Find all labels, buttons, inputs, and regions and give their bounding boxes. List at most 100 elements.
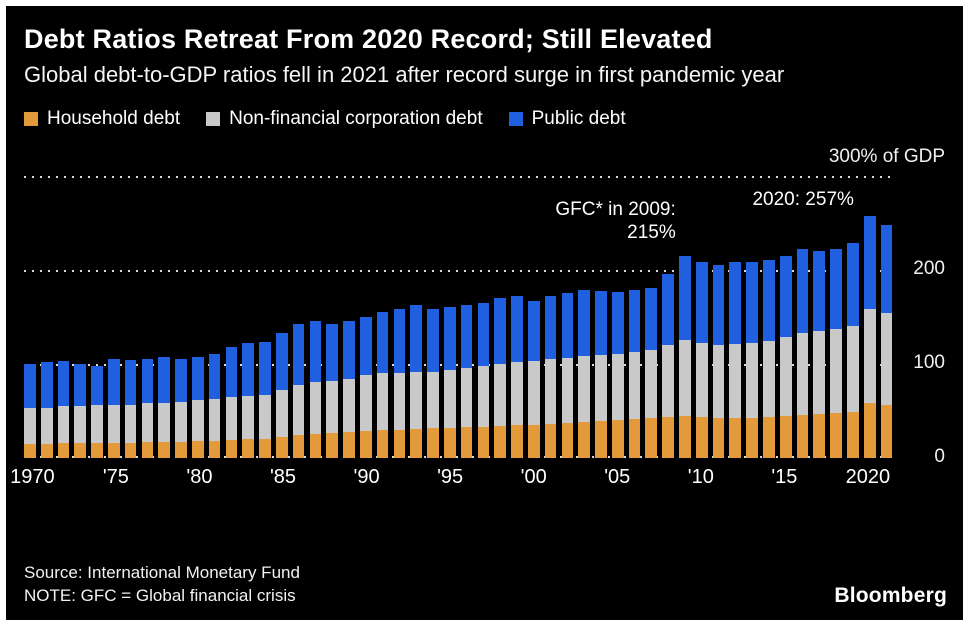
legend: Household debt Non-financial corporation… bbox=[24, 108, 947, 130]
segment-household-1988 bbox=[326, 433, 339, 458]
segment-nfc-2018 bbox=[830, 328, 842, 414]
segment-household-1998 bbox=[494, 425, 507, 458]
segment-public-2009 bbox=[679, 255, 691, 341]
segment-nfc-2005 bbox=[611, 354, 624, 420]
segment-household-1981 bbox=[208, 440, 221, 458]
legend-label-nfc: Non-financial corporation debt bbox=[229, 107, 483, 129]
segment-nfc-1976 bbox=[124, 404, 137, 443]
segment-nfc-1985 bbox=[275, 389, 288, 437]
segment-public-2005 bbox=[611, 292, 624, 355]
segment-nfc-2008 bbox=[662, 344, 674, 418]
segment-household-2004 bbox=[595, 420, 607, 458]
segment-household-2015 bbox=[779, 416, 792, 458]
segment-nfc-1994 bbox=[427, 372, 439, 429]
y-axis-top-label: 300% of GDP bbox=[828, 145, 945, 167]
segment-household-1985 bbox=[275, 436, 288, 458]
segment-public-1978 bbox=[158, 357, 171, 404]
segment-household-1973 bbox=[74, 442, 87, 458]
segment-household-2006 bbox=[628, 419, 641, 458]
legend-item-household: Household debt bbox=[24, 108, 180, 130]
segment-public-2012 bbox=[729, 262, 742, 344]
gridline-0 bbox=[24, 455, 893, 458]
segment-public-2010 bbox=[695, 262, 708, 343]
bars bbox=[24, 176, 893, 458]
segment-household-1979 bbox=[175, 441, 187, 458]
segment-public-1979 bbox=[175, 358, 187, 403]
bar-2002 bbox=[561, 176, 574, 458]
segment-household-2013 bbox=[746, 418, 758, 458]
segment-nfc-2009 bbox=[679, 340, 691, 417]
gfc-note: NOTE: GFC = Global financial crisis bbox=[24, 586, 296, 606]
segment-nfc-1997 bbox=[477, 366, 490, 427]
segment-household-1982 bbox=[225, 439, 238, 458]
segment-nfc-1970 bbox=[24, 407, 36, 444]
segment-public-2008 bbox=[662, 274, 674, 345]
plot-area: GFC* in 2009: 215% 2020: 257% bbox=[24, 175, 893, 458]
segment-household-1984 bbox=[259, 438, 271, 458]
bloomberg-logo: Bloomberg bbox=[834, 584, 947, 607]
legend-label-public: Public debt bbox=[531, 107, 626, 129]
segment-public-1988 bbox=[326, 324, 339, 381]
gfc-annotation-line1: GFC* in 2009: bbox=[555, 198, 676, 220]
segment-household-1990 bbox=[359, 431, 372, 458]
segment-nfc-1995 bbox=[443, 370, 456, 428]
segment-nfc-2013 bbox=[746, 342, 758, 419]
segment-household-2005 bbox=[611, 420, 624, 458]
bar-1980 bbox=[191, 176, 204, 458]
segment-household-2008 bbox=[662, 417, 674, 458]
segment-public-1990 bbox=[359, 316, 372, 375]
record-annotation: 2020: 257% bbox=[752, 188, 854, 210]
segment-household-2020 bbox=[863, 403, 876, 458]
segment-public-1982 bbox=[225, 346, 238, 398]
bar-2006 bbox=[628, 176, 641, 458]
segment-public-1983 bbox=[242, 342, 255, 396]
bar-1979 bbox=[175, 176, 187, 458]
segment-public-1984 bbox=[259, 342, 271, 395]
segment-nfc-1973 bbox=[74, 405, 87, 443]
segment-public-1973 bbox=[74, 363, 87, 406]
legend-item-public: Public debt bbox=[508, 107, 626, 130]
x-tick-90: '90 bbox=[353, 465, 380, 488]
segment-public-2015 bbox=[779, 255, 792, 338]
segment-public-2002 bbox=[561, 293, 574, 358]
gridline-100 bbox=[24, 363, 893, 366]
segment-public-1993 bbox=[410, 305, 423, 373]
segment-nfc-2006 bbox=[628, 352, 641, 420]
x-tick-10: '10 bbox=[687, 465, 714, 488]
segment-nfc-1988 bbox=[326, 380, 339, 434]
segment-nfc-2016 bbox=[796, 332, 809, 416]
segment-household-2018 bbox=[830, 413, 842, 458]
segment-nfc-1981 bbox=[208, 399, 221, 441]
bar-1982 bbox=[225, 176, 238, 458]
segment-nfc-2020 bbox=[863, 309, 876, 404]
segment-public-2014 bbox=[763, 260, 775, 342]
segment-household-2007 bbox=[645, 418, 658, 458]
segment-nfc-1977 bbox=[141, 403, 154, 442]
bar-2013 bbox=[746, 176, 758, 458]
x-axis-row: 1970 '75 '80 '85 '90 '95 '00 '05 '10 '15 2020 bbox=[10, 465, 947, 498]
chart-row: GFC* in 2009: 215% 2020: 257% 200 100 0 bbox=[24, 175, 947, 466]
bar-2019 bbox=[847, 176, 859, 458]
bar-1991 bbox=[376, 176, 389, 458]
segment-household-1994 bbox=[427, 428, 439, 458]
chart-subtitle: Global debt-to-GDP ratios fell in 2021 a… bbox=[24, 62, 785, 87]
segment-nfc-1992 bbox=[393, 373, 406, 431]
bar-2010 bbox=[695, 176, 708, 458]
x-tick-75: '75 bbox=[102, 465, 129, 488]
bar-2004 bbox=[595, 176, 607, 458]
segment-public-1972 bbox=[57, 360, 70, 406]
segment-nfc-2003 bbox=[578, 356, 590, 422]
segment-household-1989 bbox=[343, 432, 355, 458]
segment-public-1999 bbox=[511, 295, 523, 362]
bar-2003 bbox=[578, 176, 590, 458]
y-tick-100: 100 bbox=[913, 351, 945, 373]
segment-nfc-1996 bbox=[460, 368, 473, 427]
segment-public-2011 bbox=[712, 264, 725, 345]
chart-canvas: Debt Ratios Retreat From 2020 Record; St… bbox=[6, 6, 963, 620]
segment-household-1972 bbox=[57, 442, 70, 458]
bar-1998 bbox=[494, 176, 507, 458]
gfc-annotation-line2: 215% bbox=[627, 222, 676, 244]
bar-1988 bbox=[326, 176, 339, 458]
segment-public-2004 bbox=[595, 291, 607, 356]
segment-public-1981 bbox=[208, 354, 221, 400]
